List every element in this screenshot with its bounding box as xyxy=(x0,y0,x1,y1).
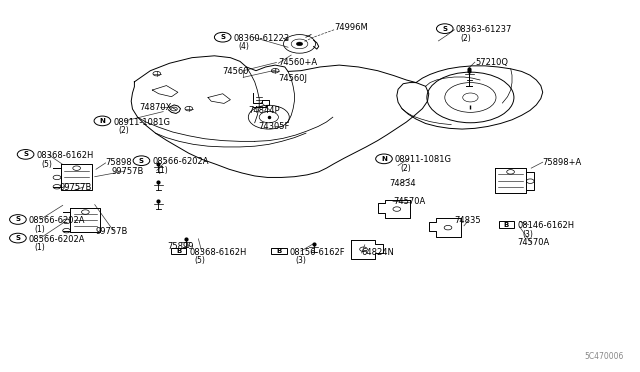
Text: 74570A: 74570A xyxy=(517,238,549,247)
Text: 74844P: 74844P xyxy=(248,106,280,115)
Text: S: S xyxy=(15,235,20,241)
Text: 08146-6162H: 08146-6162H xyxy=(517,221,574,230)
Text: 08368-6162H: 08368-6162H xyxy=(189,248,247,257)
Text: 74560+A: 74560+A xyxy=(278,58,317,67)
Text: 75898: 75898 xyxy=(106,158,132,167)
Circle shape xyxy=(296,42,303,46)
Text: 74835: 74835 xyxy=(454,216,481,225)
Text: N: N xyxy=(381,156,387,162)
Text: S: S xyxy=(220,34,225,40)
Text: (1): (1) xyxy=(34,225,45,234)
Text: 74560J: 74560J xyxy=(278,74,307,83)
Text: 99757B: 99757B xyxy=(60,183,92,192)
Text: 08566-6202A: 08566-6202A xyxy=(29,216,85,225)
Text: B: B xyxy=(504,222,509,228)
Text: (2): (2) xyxy=(461,34,472,43)
Text: 08911-1081G: 08911-1081G xyxy=(395,155,452,164)
Text: (4): (4) xyxy=(239,42,250,51)
Text: 75898+A: 75898+A xyxy=(543,158,582,167)
Text: 74305F: 74305F xyxy=(258,122,289,131)
Text: 08360-61223: 08360-61223 xyxy=(234,34,290,43)
Text: 08566-6202A: 08566-6202A xyxy=(152,157,209,166)
Text: (5): (5) xyxy=(42,160,52,169)
Text: (1): (1) xyxy=(157,166,168,175)
Text: 5C470006: 5C470006 xyxy=(584,352,624,361)
Text: S: S xyxy=(23,151,28,157)
Text: B: B xyxy=(276,248,282,254)
Bar xyxy=(499,221,514,228)
Text: 75899: 75899 xyxy=(168,242,194,251)
Text: 99757B: 99757B xyxy=(96,227,129,236)
Text: (2): (2) xyxy=(400,164,411,173)
Text: 74834: 74834 xyxy=(389,179,416,188)
Text: (2): (2) xyxy=(118,126,129,135)
Text: 74570A: 74570A xyxy=(393,197,425,206)
Text: S: S xyxy=(139,158,144,164)
Text: (5): (5) xyxy=(195,256,205,265)
Text: (3): (3) xyxy=(522,230,533,239)
Text: S: S xyxy=(442,26,447,32)
Text: 74996M: 74996M xyxy=(334,23,368,32)
Text: 64824N: 64824N xyxy=(362,248,394,257)
Text: 08368-6162H: 08368-6162H xyxy=(36,151,94,160)
Text: B: B xyxy=(176,248,181,254)
Text: 57210Q: 57210Q xyxy=(475,58,508,67)
Text: (3): (3) xyxy=(295,256,306,265)
Text: 99757B: 99757B xyxy=(112,167,145,176)
Text: 08911-1081G: 08911-1081G xyxy=(113,118,170,126)
Bar xyxy=(271,248,287,254)
Text: N: N xyxy=(99,118,106,124)
Bar xyxy=(171,248,186,254)
Text: S: S xyxy=(15,217,20,222)
Text: 08363-61237: 08363-61237 xyxy=(456,25,512,34)
Text: 74870X: 74870X xyxy=(140,103,172,112)
Text: 08566-6202A: 08566-6202A xyxy=(29,235,85,244)
Text: (1): (1) xyxy=(34,243,45,252)
Text: 08156-6162F: 08156-6162F xyxy=(290,248,346,257)
Text: 74560: 74560 xyxy=(223,67,249,76)
